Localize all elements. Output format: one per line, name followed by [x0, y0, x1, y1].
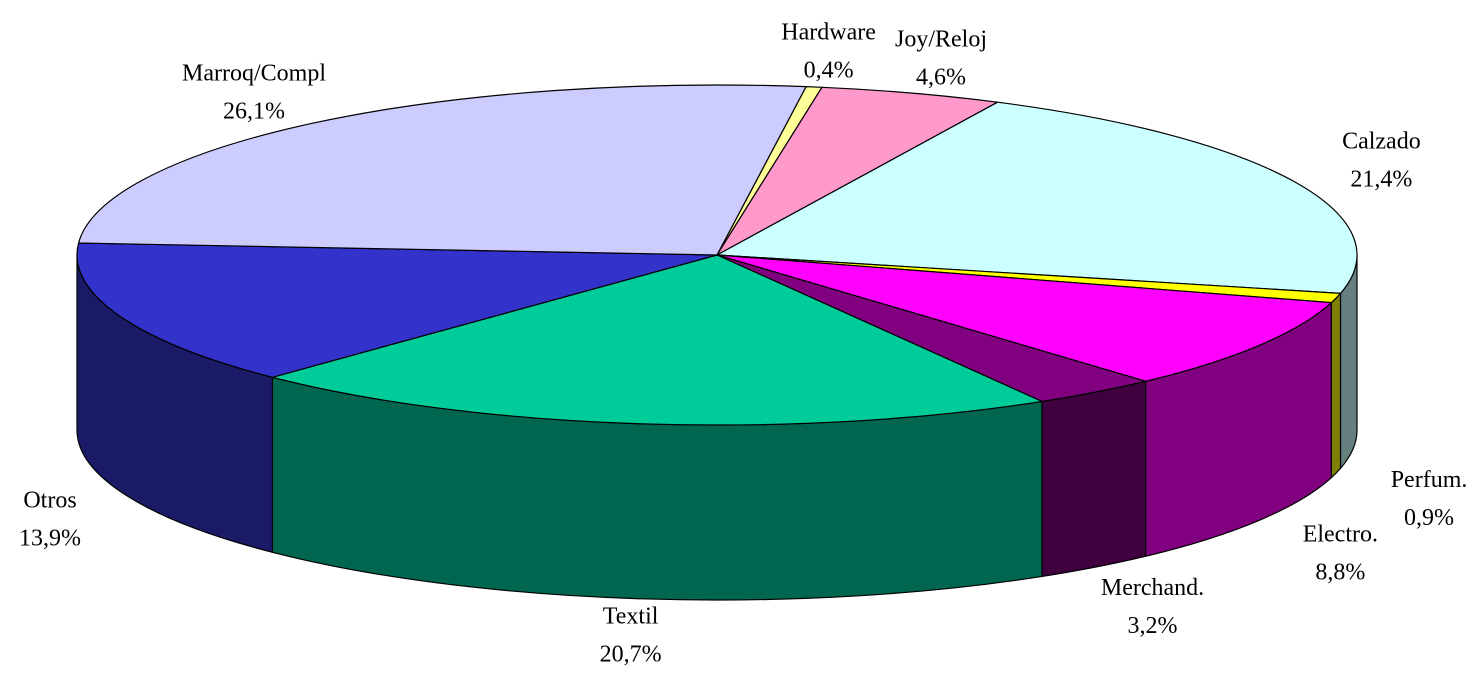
slice — [716, 101, 1358, 294]
slice — [716, 86, 999, 256]
value-label: 8,8% — [1315, 559, 1365, 585]
value-label: 4,6% — [916, 64, 966, 90]
slice-label: Hardware — [781, 19, 876, 45]
value-label: 13,9% — [19, 525, 81, 551]
value-label: 20,7% — [600, 642, 662, 668]
slice-label: Calzado — [1342, 128, 1421, 154]
slice-label: Textil — [603, 604, 659, 630]
slice — [716, 254, 1332, 382]
slice — [76, 242, 718, 378]
value-label: 0,9% — [1404, 505, 1454, 531]
slice-label: Otros — [23, 487, 76, 513]
slice-label: Joy/Reloj — [895, 26, 987, 52]
value-label: 3,2% — [1128, 613, 1178, 639]
value-label: 0,4% — [804, 57, 854, 83]
slice — [77, 84, 807, 256]
slice-side — [1330, 292, 1342, 479]
value-label: 26,1% — [223, 99, 285, 125]
slice-label: Merchand. — [1101, 575, 1204, 601]
slice-label: Marroq/Compl — [182, 61, 326, 87]
slice-label: Electro. — [1303, 521, 1378, 547]
slice-side — [1041, 380, 1147, 578]
slice-label: Perfum. — [1391, 467, 1468, 493]
value-label: 21,4% — [1350, 166, 1412, 192]
slice — [271, 254, 1043, 426]
